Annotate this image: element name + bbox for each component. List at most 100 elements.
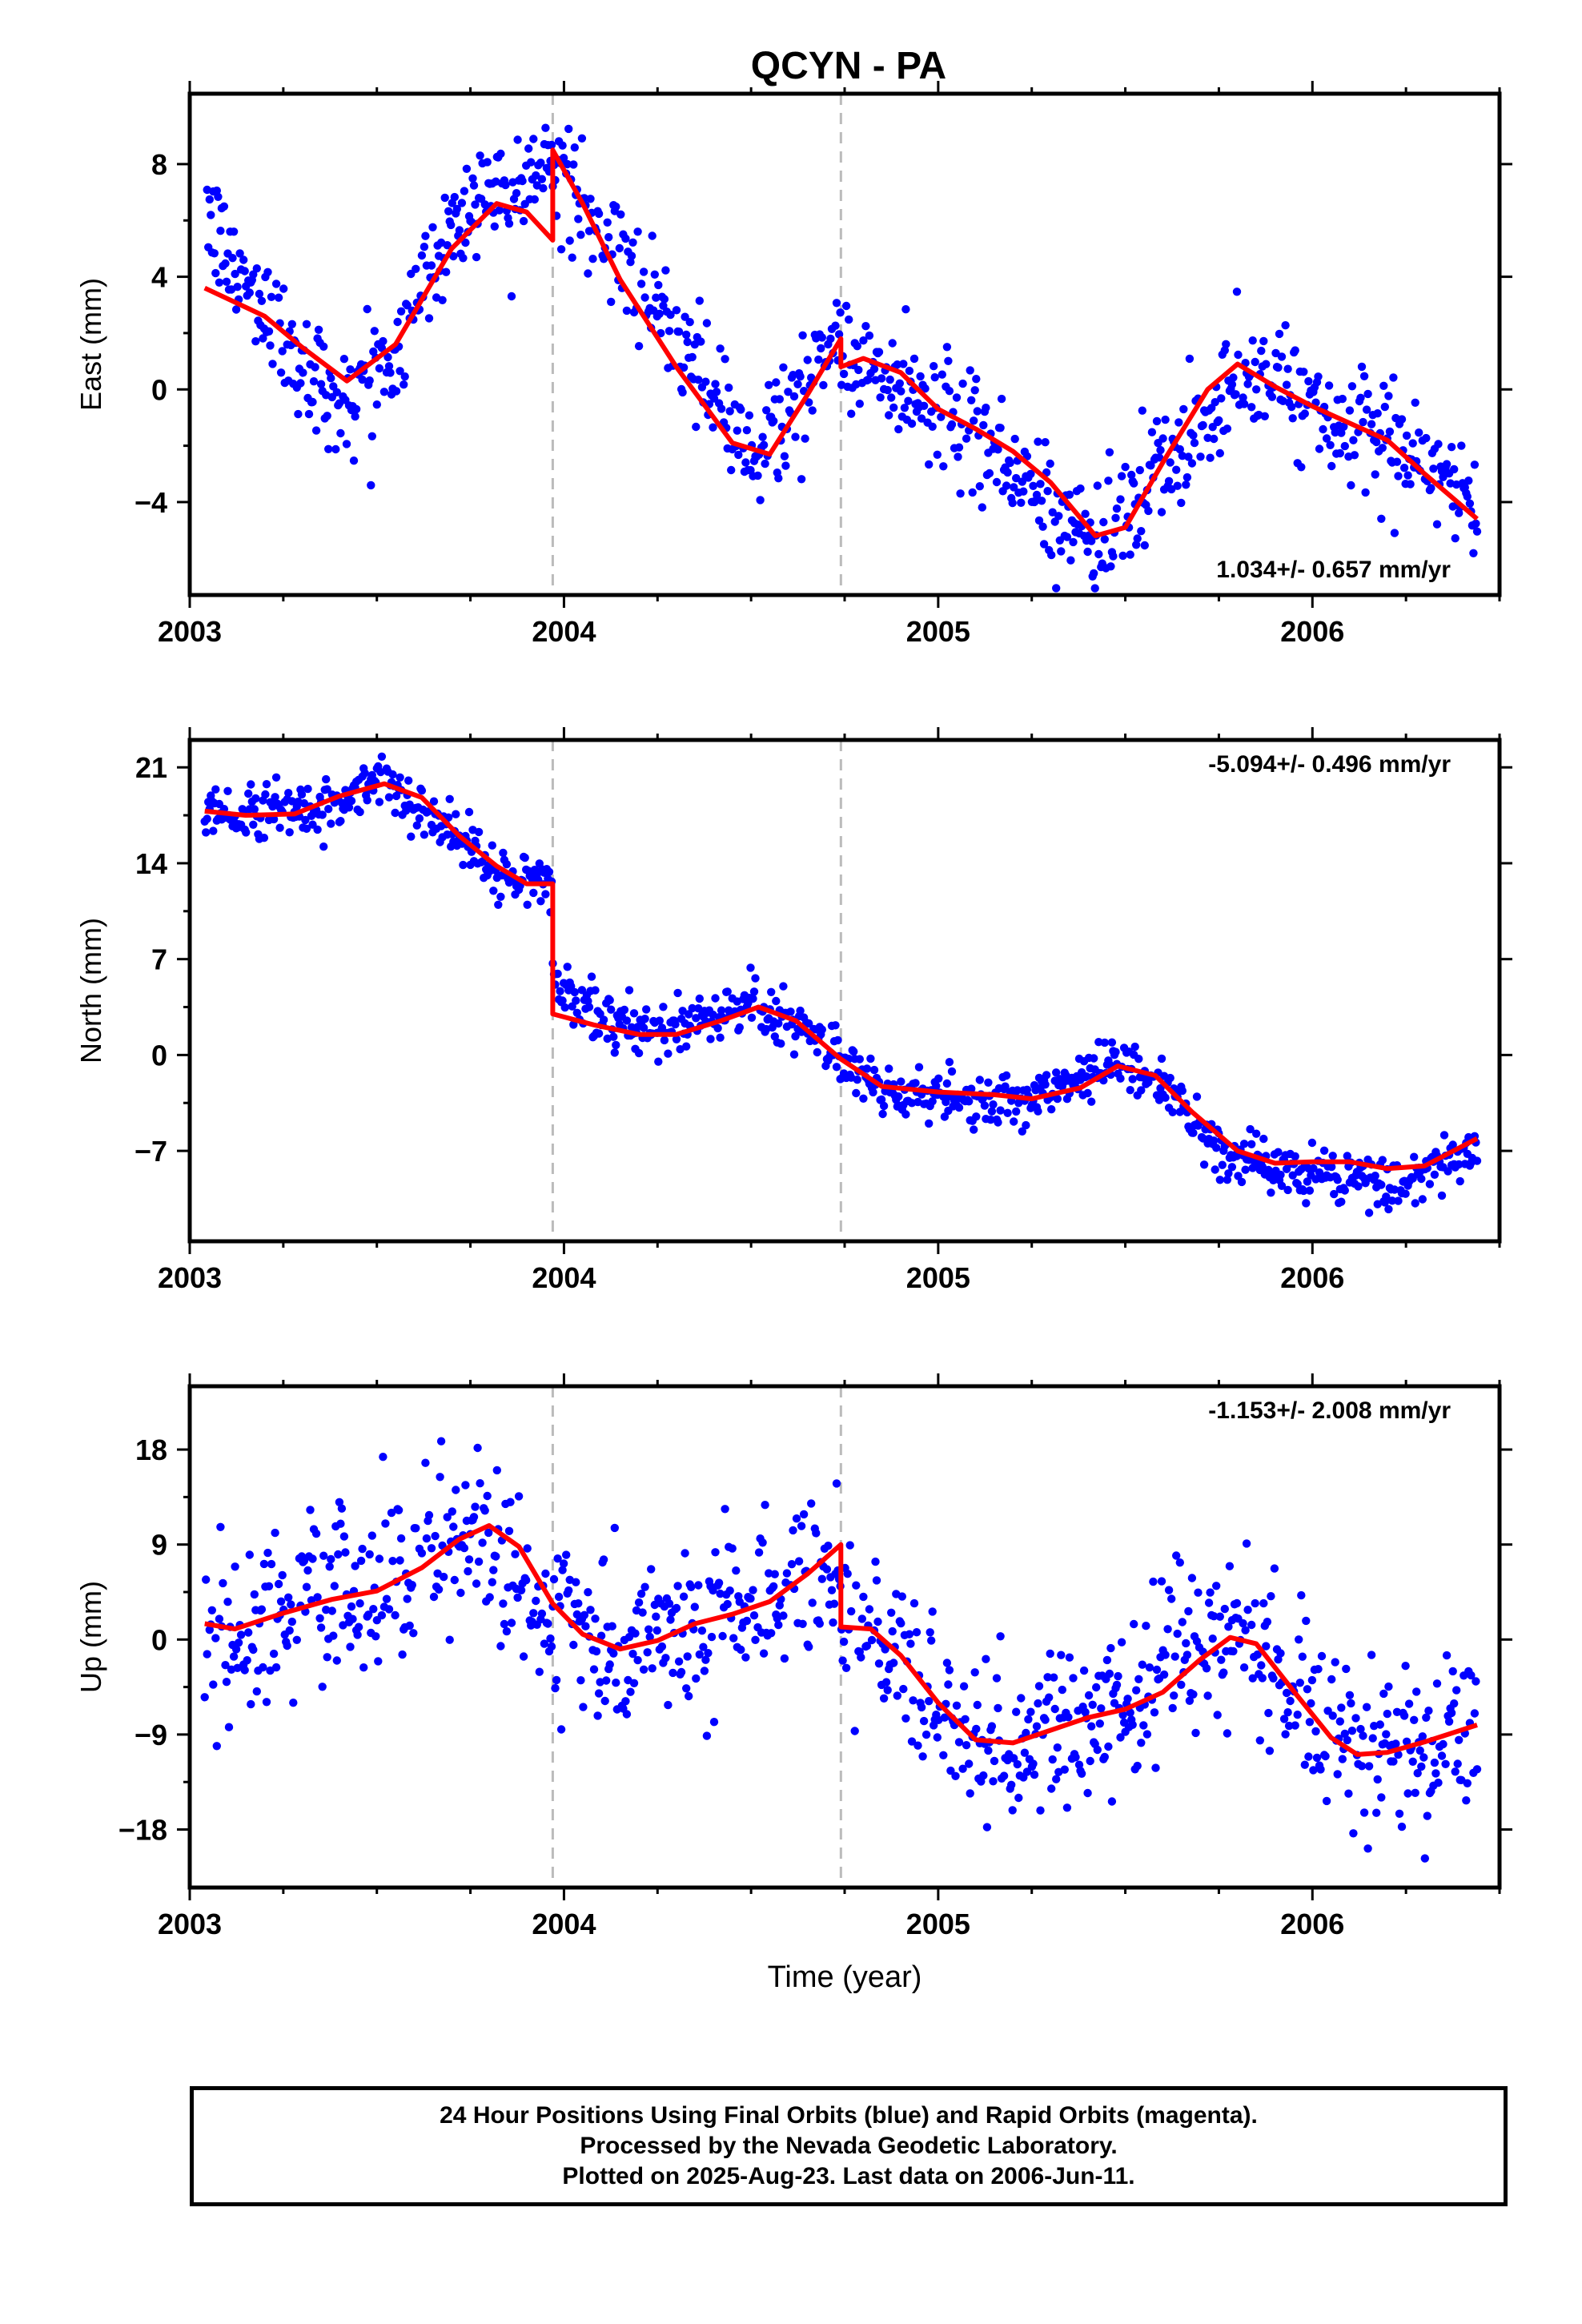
- data-point: [631, 1629, 640, 1638]
- data-point: [586, 195, 595, 203]
- y-tick-label: −9: [135, 1719, 167, 1751]
- data-point: [417, 1549, 427, 1558]
- data-point: [717, 404, 726, 413]
- data-point: [1239, 400, 1249, 408]
- data-point: [532, 171, 540, 180]
- data-point: [1127, 470, 1136, 480]
- data-point: [1307, 1138, 1317, 1148]
- data-point: [267, 292, 276, 301]
- data-point: [888, 1626, 897, 1636]
- data-point: [445, 794, 454, 803]
- x-tick-label: 2006: [1280, 1261, 1344, 1294]
- data-point: [861, 322, 870, 331]
- data-point: [1071, 1753, 1080, 1762]
- data-point: [1043, 487, 1052, 496]
- data-point: [1012, 1107, 1021, 1116]
- data-point: [360, 769, 369, 778]
- data-point: [673, 1582, 682, 1590]
- data-point: [706, 1035, 715, 1043]
- data-point: [711, 994, 720, 1003]
- data-point: [1472, 1765, 1482, 1774]
- data-point: [640, 1582, 649, 1591]
- data-point: [745, 411, 754, 420]
- data-point: [1281, 1730, 1290, 1739]
- data-point: [363, 796, 371, 805]
- data-point: [1037, 497, 1046, 505]
- data-point: [1003, 468, 1012, 477]
- data-point: [259, 1663, 267, 1672]
- data-point: [1417, 1762, 1426, 1771]
- data-point: [685, 318, 694, 327]
- data-point: [383, 352, 392, 362]
- data-point: [1255, 1736, 1265, 1745]
- data-point: [627, 1023, 636, 1032]
- data-point: [855, 1055, 865, 1063]
- data-point: [229, 1652, 239, 1661]
- data-point: [947, 1067, 957, 1076]
- data-point: [1087, 1722, 1096, 1731]
- data-point: [797, 1522, 806, 1530]
- data-point: [231, 305, 241, 314]
- data-point: [1058, 1685, 1067, 1695]
- y-tick-label: 7: [151, 943, 167, 976]
- data-point: [1247, 403, 1256, 412]
- data-point: [1189, 431, 1198, 440]
- data-point: [887, 393, 896, 402]
- data-point: [921, 384, 930, 393]
- data-point: [927, 1636, 936, 1645]
- data-point: [626, 1687, 635, 1696]
- data-point: [1248, 336, 1257, 345]
- data-point: [512, 189, 521, 198]
- data-point: [996, 424, 1005, 432]
- data-point: [1378, 444, 1387, 452]
- data-point: [864, 376, 873, 384]
- data-point: [1076, 484, 1085, 493]
- data-point: [917, 1703, 926, 1712]
- y-tick-label: −4: [135, 486, 167, 519]
- data-point: [302, 320, 311, 328]
- data-point: [472, 1579, 481, 1588]
- y-tick-label: 21: [135, 751, 167, 784]
- data-point: [1111, 513, 1120, 522]
- data-point: [753, 471, 762, 480]
- data-point: [1312, 1753, 1322, 1763]
- data-point: [1269, 1674, 1278, 1683]
- data-point: [1206, 453, 1215, 462]
- data-point: [1173, 1629, 1182, 1638]
- data-point: [1326, 440, 1335, 449]
- data-point: [1212, 1144, 1221, 1152]
- data-point: [779, 363, 788, 372]
- data-point: [1444, 1717, 1454, 1726]
- data-point: [697, 337, 705, 346]
- data-point: [221, 1661, 230, 1670]
- data-point: [247, 1699, 255, 1709]
- data-point: [259, 334, 267, 343]
- data-point: [899, 360, 908, 368]
- data-point: [599, 1555, 608, 1564]
- data-point: [229, 227, 239, 236]
- data-point: [541, 123, 550, 132]
- data-point: [607, 1005, 616, 1014]
- data-point: [323, 785, 331, 794]
- data-point: [284, 1593, 293, 1602]
- data-point: [661, 266, 670, 275]
- data-point: [893, 1691, 902, 1700]
- data-point: [801, 434, 809, 443]
- data-point: [725, 383, 733, 392]
- data-point: [243, 1656, 251, 1665]
- data-point: [544, 1619, 552, 1628]
- data-point: [443, 1513, 452, 1522]
- data-point: [1227, 1163, 1237, 1172]
- data-point: [554, 1592, 564, 1602]
- x-tick-label: 2003: [158, 615, 222, 648]
- y-tick-label: 4: [151, 261, 167, 294]
- data-point: [688, 1003, 697, 1013]
- data-point: [1178, 1618, 1187, 1626]
- data-point: [796, 1006, 805, 1015]
- x-tick-label: 2004: [532, 615, 596, 648]
- data-point: [1002, 1071, 1011, 1080]
- data-point: [694, 1581, 703, 1590]
- x-tick-label: 2006: [1280, 615, 1344, 648]
- data-point: [1196, 452, 1205, 461]
- data-point: [212, 1742, 221, 1751]
